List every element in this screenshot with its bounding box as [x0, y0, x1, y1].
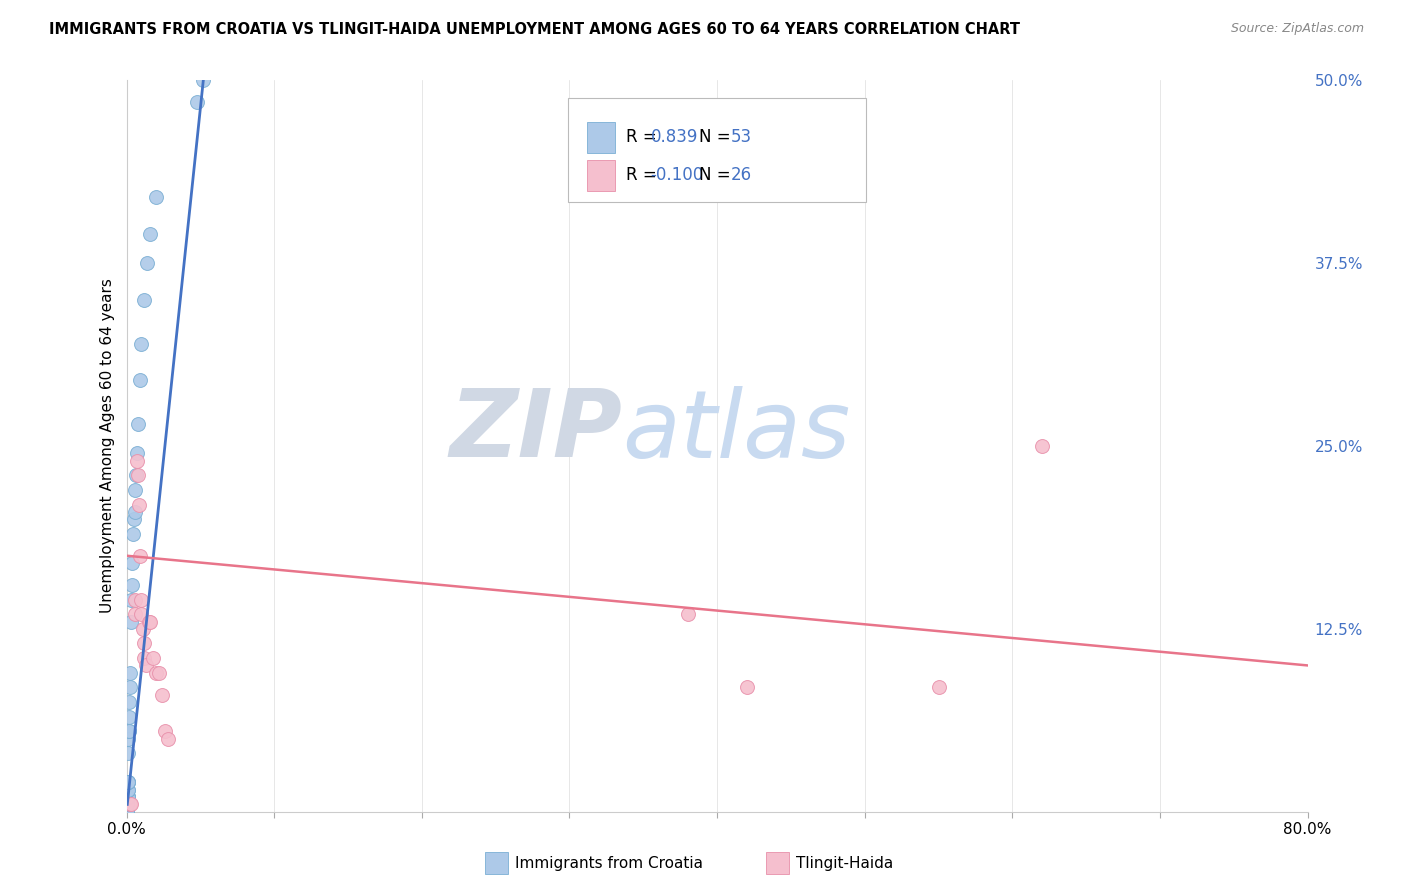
Point — [117, 782, 139, 797]
Point — [117, 805, 139, 819]
Text: R =: R = — [626, 128, 662, 146]
Point — [117, 790, 139, 805]
Point — [117, 805, 139, 819]
Text: Tlingit-Haida: Tlingit-Haida — [796, 856, 893, 871]
Point — [117, 731, 139, 746]
Text: atlas: atlas — [623, 386, 851, 477]
Point — [118, 709, 141, 723]
Point — [139, 227, 162, 241]
Point — [117, 790, 139, 805]
Point — [135, 658, 157, 673]
Point — [1031, 439, 1053, 453]
Point — [121, 578, 143, 592]
Point — [121, 556, 143, 570]
Text: IMMIGRANTS FROM CROATIA VS TLINGIT-HAIDA UNEMPLOYMENT AMONG AGES 60 TO 64 YEARS : IMMIGRANTS FROM CROATIA VS TLINGIT-HAIDA… — [49, 22, 1021, 37]
Point — [117, 805, 139, 819]
Point — [125, 468, 148, 483]
Point — [118, 695, 141, 709]
Point — [128, 498, 150, 512]
Point — [117, 805, 139, 819]
Point — [148, 665, 170, 680]
Point — [118, 724, 141, 739]
Point — [125, 453, 148, 467]
Point — [124, 607, 146, 622]
Point — [129, 336, 153, 351]
Point — [156, 731, 179, 746]
Point — [125, 446, 148, 460]
Point — [145, 665, 167, 680]
Point — [124, 505, 146, 519]
Point — [117, 805, 139, 819]
Point — [127, 468, 149, 483]
Point — [124, 483, 146, 497]
Text: 26: 26 — [731, 167, 752, 185]
Point — [128, 549, 150, 563]
Point — [120, 797, 142, 812]
Point — [142, 651, 165, 665]
Point — [117, 790, 139, 805]
Text: N =: N = — [699, 167, 735, 185]
Point — [122, 526, 145, 541]
Point — [117, 775, 139, 789]
Point — [117, 805, 139, 819]
Point — [129, 592, 152, 607]
Point — [928, 681, 950, 695]
Point — [117, 790, 139, 805]
Point — [145, 190, 167, 204]
Point — [120, 797, 142, 812]
Point — [193, 73, 215, 87]
Text: Source: ZipAtlas.com: Source: ZipAtlas.com — [1230, 22, 1364, 36]
Text: ZIP: ZIP — [450, 385, 623, 477]
Point — [117, 797, 139, 812]
Point — [127, 417, 149, 431]
Text: Immigrants from Croatia: Immigrants from Croatia — [515, 856, 703, 871]
Point — [134, 651, 156, 665]
Point — [118, 681, 141, 695]
Point — [117, 805, 139, 819]
Point — [120, 665, 142, 680]
Point — [676, 607, 699, 622]
Point — [117, 746, 139, 760]
Point — [124, 592, 146, 607]
Point — [132, 622, 155, 636]
Point — [120, 615, 142, 629]
Point — [117, 790, 139, 805]
Point — [117, 775, 139, 789]
Point — [117, 805, 139, 819]
Point — [139, 615, 162, 629]
Point — [117, 790, 139, 805]
Point — [120, 592, 142, 607]
Point — [117, 775, 139, 789]
Text: 53: 53 — [731, 128, 752, 146]
Point — [117, 805, 139, 819]
Text: -0.100: -0.100 — [651, 167, 703, 185]
Point — [117, 805, 139, 819]
Point — [117, 797, 139, 812]
Point — [735, 681, 758, 695]
Point — [138, 615, 160, 629]
Text: 0.839: 0.839 — [651, 128, 697, 146]
Point — [134, 293, 156, 307]
Point — [150, 688, 173, 702]
Text: R =: R = — [626, 167, 662, 185]
Point — [122, 512, 145, 526]
Point — [129, 607, 153, 622]
Point — [117, 782, 139, 797]
Point — [118, 724, 141, 739]
Y-axis label: Unemployment Among Ages 60 to 64 years: Unemployment Among Ages 60 to 64 years — [100, 278, 115, 614]
Text: N =: N = — [699, 128, 735, 146]
Point — [132, 636, 155, 650]
Point — [117, 805, 139, 819]
Point — [128, 373, 150, 387]
Point — [117, 775, 139, 789]
Point — [136, 256, 159, 270]
Point — [117, 805, 139, 819]
Point — [153, 724, 176, 739]
Point — [186, 95, 208, 110]
